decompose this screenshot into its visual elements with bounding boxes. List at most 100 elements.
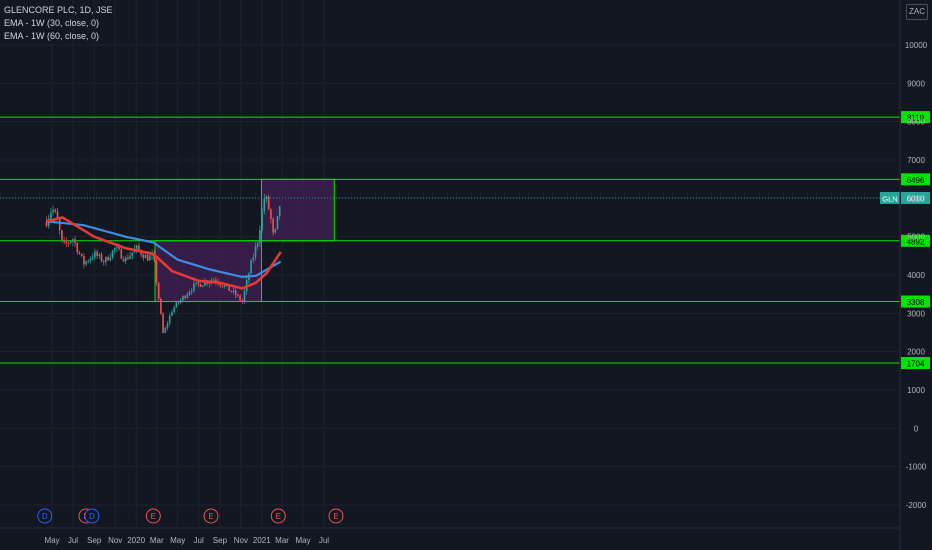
candle-body bbox=[78, 252, 81, 254]
candle-body bbox=[168, 315, 171, 324]
candle-body bbox=[80, 253, 83, 256]
y-axis[interactable]: 1000090008000700060005000400030002000100… bbox=[899, 0, 928, 550]
x-tick-label: 2020 bbox=[127, 536, 145, 545]
candle-body bbox=[254, 246, 257, 258]
candle-body bbox=[135, 245, 138, 249]
candle-body bbox=[61, 230, 63, 241]
currency-badge[interactable]: ZAC bbox=[906, 4, 928, 20]
candle-body bbox=[118, 247, 120, 250]
earnings-marker[interactable] bbox=[270, 508, 286, 524]
x-tick-label: 2021 bbox=[253, 536, 271, 545]
candle-body bbox=[98, 254, 101, 256]
ema-60-line[interactable] bbox=[46, 220, 282, 278]
candle-body bbox=[72, 239, 74, 242]
level-label-bg bbox=[901, 234, 930, 247]
x-tick-label: May bbox=[44, 536, 59, 545]
level-label-bg bbox=[901, 295, 930, 308]
y-tick-label: 7000 bbox=[907, 156, 925, 165]
y-tick-label: 1000 bbox=[907, 386, 925, 395]
dividend-marker[interactable] bbox=[84, 508, 100, 524]
candle-body bbox=[107, 257, 109, 261]
candle-body bbox=[239, 295, 241, 301]
x-tick-label: Nov bbox=[108, 536, 122, 545]
candle-body bbox=[234, 290, 237, 296]
candle-body bbox=[50, 212, 52, 219]
current-price-badge[interactable]: 6010 bbox=[907, 194, 925, 203]
level-label: 6496 bbox=[907, 176, 925, 185]
candle-body bbox=[237, 295, 239, 297]
legend-ema-2[interactable]: EMA - 1W (60, close, 0) bbox=[4, 31, 100, 41]
candle-body bbox=[160, 299, 162, 314]
candle-body bbox=[193, 283, 195, 291]
candle-body bbox=[173, 307, 175, 312]
candle-body bbox=[91, 257, 94, 259]
candle-body bbox=[175, 302, 178, 308]
candle-body bbox=[65, 241, 68, 243]
candle-body bbox=[228, 285, 230, 291]
candle-body bbox=[276, 215, 279, 229]
y-tick-label: 3000 bbox=[907, 309, 925, 318]
y-tick-label: 5000 bbox=[907, 233, 925, 242]
candle-body bbox=[259, 229, 261, 243]
event-marker-label: E bbox=[208, 512, 213, 521]
x-tick-label: Sep bbox=[87, 536, 102, 545]
candle-body bbox=[267, 196, 270, 210]
price-zone[interactable] bbox=[260, 178, 335, 242]
candle-body bbox=[274, 228, 277, 233]
legend-ema-1[interactable]: EMA - 1W (30, close, 0) bbox=[4, 18, 100, 28]
candle-body bbox=[122, 258, 125, 262]
earnings-marker[interactable] bbox=[145, 508, 161, 524]
level-label: 1704 bbox=[907, 360, 925, 369]
candle-body bbox=[215, 279, 217, 282]
candle-body bbox=[45, 221, 48, 226]
level-label: 4892 bbox=[907, 237, 925, 246]
candle-body bbox=[252, 257, 255, 261]
legend-symbol[interactable]: GLENCORE PLC, 1D, JSE bbox=[4, 5, 113, 15]
candle-body bbox=[105, 257, 107, 263]
candle-body bbox=[52, 209, 54, 213]
x-tick-label: May bbox=[295, 536, 310, 545]
candle-body bbox=[223, 285, 226, 288]
candle-body bbox=[127, 257, 129, 260]
candle-body bbox=[219, 284, 222, 286]
earnings-marker[interactable] bbox=[203, 508, 219, 524]
event-markers[interactable]: DEDEEEE bbox=[37, 508, 344, 524]
candle-body bbox=[263, 198, 266, 212]
candle-body bbox=[179, 299, 182, 303]
candle-body bbox=[138, 245, 140, 251]
x-tick-label: Sep bbox=[213, 536, 228, 545]
candle-body bbox=[230, 290, 233, 292]
candle-body bbox=[155, 260, 158, 283]
earnings-marker[interactable] bbox=[328, 508, 344, 524]
candle-body bbox=[265, 196, 268, 199]
candle-body bbox=[164, 327, 167, 333]
level-label-bg bbox=[901, 111, 930, 124]
candle-body bbox=[190, 290, 193, 293]
dividend-marker[interactable] bbox=[37, 508, 53, 524]
candle-body bbox=[142, 254, 145, 259]
event-marker-label: D bbox=[42, 512, 48, 521]
candle-body bbox=[74, 239, 76, 244]
candle-body bbox=[85, 261, 87, 265]
ema-30-line[interactable] bbox=[46, 216, 282, 290]
candle-body bbox=[171, 311, 173, 316]
y-tick-label: 8000 bbox=[907, 118, 925, 127]
candle-body bbox=[243, 291, 246, 302]
candle-body bbox=[241, 300, 244, 302]
candle-body bbox=[270, 209, 272, 219]
candle-body bbox=[83, 255, 85, 265]
x-axis[interactable]: May Jul Sep Nov 2020 Mar May Jul Sep Nov 2021 Mar Ma… bbox=[0, 527, 900, 545]
candle-body bbox=[109, 257, 112, 261]
candle-body bbox=[212, 279, 215, 281]
candle-body bbox=[58, 219, 61, 231]
candle-body bbox=[188, 292, 191, 295]
candle-body bbox=[76, 243, 79, 253]
y-tick-label: 2000 bbox=[907, 348, 925, 357]
y-tick-label: 4000 bbox=[907, 271, 925, 280]
x-tick-label: Mar bbox=[275, 536, 289, 545]
candle-body bbox=[177, 302, 180, 304]
candle-body bbox=[69, 241, 72, 243]
candle-body bbox=[162, 313, 164, 333]
candle-body bbox=[250, 260, 252, 274]
